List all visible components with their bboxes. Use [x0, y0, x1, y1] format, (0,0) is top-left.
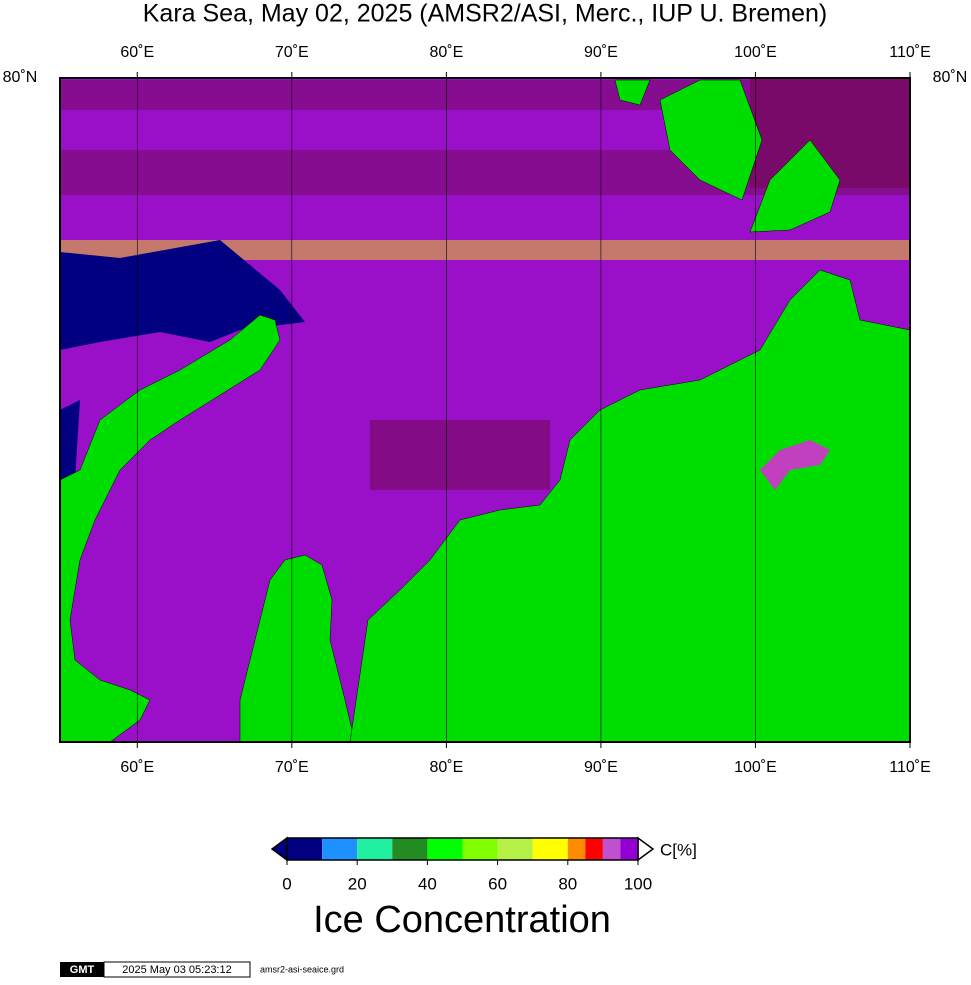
- land: [659, 79, 763, 201]
- ice-band: [370, 420, 550, 490]
- colorbar-bin: [287, 838, 323, 860]
- lon-label-bottom: 70˚E: [275, 759, 309, 776]
- colorbar-bin: [322, 838, 358, 860]
- colorbar-bin: [585, 838, 603, 860]
- colorbar-bin: [567, 838, 586, 860]
- lake-ice: [760, 440, 830, 490]
- timestamp: 2025 May 03 05:23:12: [122, 964, 231, 976]
- land: [749, 139, 841, 233]
- colorbar-frame: [286, 837, 639, 861]
- colorbar-bin: [462, 838, 498, 860]
- colorbar-tick-label: 20: [348, 874, 367, 893]
- colorbar-bin: [497, 838, 533, 860]
- lon-label-top: 80˚E: [429, 44, 463, 61]
- open-water: [60, 240, 305, 350]
- colorbar: 0 20 40 60 80 100: [270, 836, 655, 893]
- file-name: amsr2-asi-seaice.grd: [260, 964, 344, 974]
- colorbar-unit: C[%]: [660, 840, 697, 859]
- lon-label-bottom: 90˚E: [584, 759, 618, 776]
- lon-label-top: 70˚E: [275, 44, 309, 61]
- land: [349, 269, 911, 743]
- colorbar-tick-label: 80: [558, 874, 577, 893]
- lon-label-top: 100˚E: [734, 44, 777, 61]
- colorbar-label: Ice Concentration: [313, 899, 611, 941]
- colorbar-bin: [357, 838, 393, 860]
- lon-label-bottom: 80˚E: [429, 759, 463, 776]
- colorbar-tick-label: 40: [418, 874, 437, 893]
- lat-label-right: 80˚N: [933, 69, 968, 86]
- land: [614, 79, 651, 106]
- lon-label-bottom: 110˚E: [889, 759, 931, 776]
- gmt-logo: GMT: [70, 964, 95, 976]
- open-water: [60, 400, 80, 490]
- map-body: [59, 78, 911, 743]
- lat-label-left: 80˚N: [3, 69, 38, 86]
- colorbar-bin: [602, 838, 621, 860]
- lon-label-top: 110˚E: [889, 44, 931, 61]
- colorbar-bin: [392, 838, 428, 860]
- lon-label-bottom: 60˚E: [120, 759, 154, 776]
- ice-band: [60, 240, 910, 260]
- lon-label-top: 90˚E: [584, 44, 618, 61]
- lon-label-bottom: 100˚E: [734, 759, 777, 776]
- gmt-logo-box: [60, 962, 104, 977]
- title: Kara Sea, May 02, 2025 (AMSR2/ASI, Merc.…: [143, 0, 828, 28]
- map-frame: [59, 77, 911, 743]
- lon-label-top: 60˚E: [120, 44, 154, 61]
- colorbar-tick-label: 60: [488, 874, 507, 893]
- colorbar-bin: [532, 838, 568, 860]
- colorbar-tick-label: 100: [624, 874, 652, 893]
- land: [59, 314, 281, 743]
- colorbar-over-arrow: [637, 836, 655, 862]
- timestamp-box: [103, 961, 251, 978]
- colorbar-bin: [620, 838, 638, 860]
- colorbar-tick-label: 0: [282, 874, 291, 893]
- colorbar-bin: [427, 838, 463, 860]
- colorbar-under-arrow: [270, 836, 288, 862]
